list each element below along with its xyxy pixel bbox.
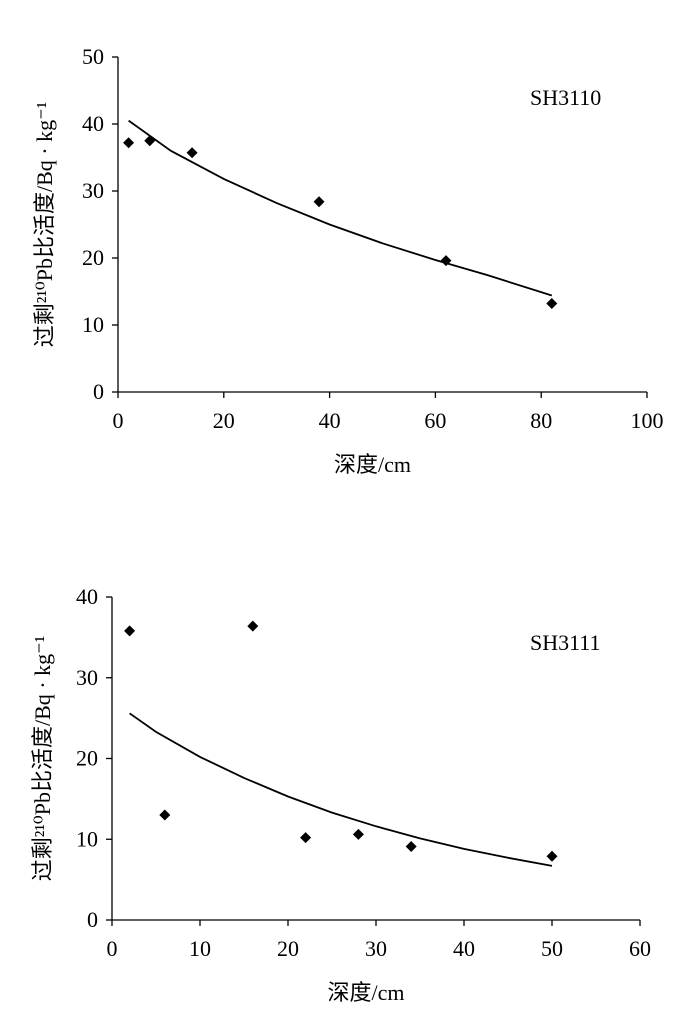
y-tick-label: 0 (87, 907, 98, 932)
y-tick-label: 30 (76, 665, 98, 690)
data-point (300, 832, 312, 844)
x-tick-label: 30 (365, 936, 387, 961)
data-point (247, 620, 259, 632)
data-point (546, 850, 558, 862)
x-tick-label: 20 (277, 936, 299, 961)
data-point (124, 625, 136, 637)
y-tick-label: 20 (82, 245, 104, 270)
chart-title: SH3111 (530, 630, 601, 655)
x-tick-label: 20 (213, 408, 235, 433)
chart-1: 0 10 20 30 40 50 0 20 40 60 80 100 深度/cm 过剩²¹⁰Pb比活度/B… (32, 44, 664, 477)
x-tick-label: 0 (107, 936, 118, 961)
data-point (123, 137, 135, 149)
data-point (186, 147, 198, 159)
data-point (159, 809, 171, 821)
x-axis-title: 深度/cm (334, 452, 411, 477)
x-tick-label: 80 (530, 408, 552, 433)
data-point (352, 828, 364, 840)
y-tick-label: 40 (82, 111, 104, 136)
x-axis-title: 深度/cm (328, 980, 405, 1005)
y-tick-label: 50 (82, 44, 104, 69)
data-point (405, 841, 417, 853)
data-point (313, 196, 325, 208)
y-axis-title: 过剩²¹⁰Pb比活度/Bq · kg⁻¹ (32, 102, 57, 348)
fit-curve (128, 119, 553, 297)
x-tick-label: 50 (541, 936, 563, 961)
fit-curve (129, 712, 553, 867)
x-tick-label: 60 (424, 408, 446, 433)
x-tick-label: 40 (319, 408, 341, 433)
data-point (546, 298, 558, 310)
x-tick-label: 60 (629, 936, 651, 961)
y-tick-label: 20 (76, 746, 98, 771)
y-tick-label: 10 (76, 826, 98, 851)
y-tick-label: 0 (93, 379, 104, 404)
chart-title: SH3110 (530, 85, 601, 110)
data-point (144, 135, 156, 147)
y-tick-label: 10 (82, 312, 104, 337)
x-tick-label: 100 (631, 408, 664, 433)
y-axis-title: 过剩²¹⁰Pb比活度/Bq · kg⁻¹ (30, 636, 55, 882)
x-tick-label: 10 (189, 936, 211, 961)
y-tick-label: 40 (76, 584, 98, 609)
x-tick-label: 40 (453, 936, 475, 961)
x-tick-label: 0 (113, 408, 124, 433)
chart-2: 0 10 20 30 40 0 10 20 30 40 50 60 深度/cm 过剩²¹⁰Pb比活度/Bq… (30, 584, 651, 1005)
y-tick-label: 30 (82, 178, 104, 203)
